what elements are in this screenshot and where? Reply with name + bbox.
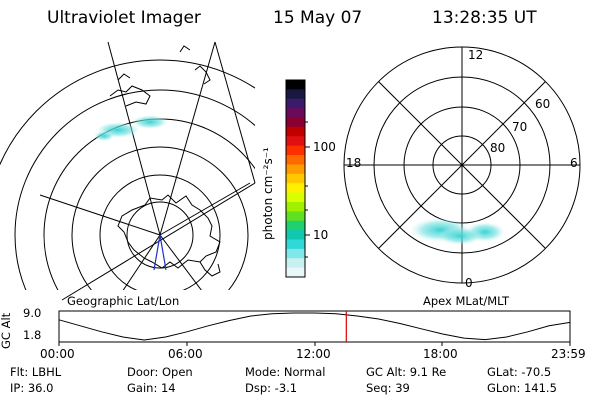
lat-circle: [126, 201, 194, 269]
status-dsp: Dsp: -3.1: [245, 381, 298, 395]
status-ip: IP: 36.0: [10, 381, 54, 395]
coastline: [199, 261, 221, 277]
color-bar-band: [286, 136, 305, 147]
x-tick-label: 06:00: [168, 347, 203, 361]
color-bar-band: [286, 192, 305, 203]
coastline: [194, 65, 211, 85]
x-tick-label: 23:59: [551, 347, 586, 361]
color-bar-band: [286, 155, 305, 166]
colorbar-label: photon cm⁻²s⁻¹: [261, 147, 275, 240]
color-bar-band: [286, 211, 305, 222]
status-gain: Gain: 14: [127, 381, 176, 395]
color-bar-band: [286, 239, 305, 250]
left-aurora: [94, 115, 168, 141]
right-aurora: [410, 218, 505, 245]
status-filter: Flt: LBHL: [10, 365, 62, 379]
mlat-label-80: 80: [490, 141, 506, 155]
x-tick-label: 00:00: [40, 347, 75, 361]
mlt-label-18: 18: [346, 156, 362, 170]
track-line: [159, 234, 167, 271]
meridian: [159, 182, 251, 236]
x-tick-label: 12:00: [296, 347, 331, 361]
aurora-blob: [94, 131, 114, 141]
color-bar-band: [286, 164, 305, 175]
coastline: [109, 85, 151, 107]
color-bar-band: [286, 89, 305, 100]
alt-series-line: [58, 312, 571, 341]
date-label: 15 May 07: [273, 8, 363, 28]
lat-circle: [0, 59, 255, 166]
aurora-blob: [438, 227, 482, 245]
status-seq: Seq: 39: [366, 381, 410, 395]
track-line: [153, 234, 161, 271]
geographic-caption: Geographic Lat/Lon: [67, 294, 180, 308]
color-bar-band: [286, 258, 305, 269]
coastline-antarctica: [117, 194, 221, 269]
color-bar-band: [286, 267, 305, 278]
mlt-line-diag: [378, 81, 546, 249]
status-gc-alt: GC Alt: 9.1 Re: [366, 365, 447, 379]
mlt-label-0: 0: [465, 276, 473, 290]
mlat-label-60: 60: [535, 97, 551, 111]
lat-circle: [14, 89, 255, 290]
color-bar-band: [286, 183, 305, 194]
mlat-label-70: 70: [512, 120, 528, 134]
mlt-label-6: 6: [570, 156, 578, 170]
alt-chart-frame: [58, 310, 571, 343]
geographic-map: [0, 41, 255, 290]
mlt-label-12: 12: [468, 48, 484, 62]
color-bar: [286, 80, 305, 278]
lat-circle: [99, 174, 221, 290]
color-bar-band: [286, 248, 305, 259]
color-bar-band: [286, 220, 305, 231]
color-bar-band: [286, 145, 305, 156]
alt-ytick-9: 9.0: [23, 306, 42, 320]
status-glat: GLat: -70.5: [487, 365, 552, 379]
colorbar-tick-10: 10: [313, 228, 329, 242]
color-bar-band: [286, 173, 305, 184]
color-bar-band: [286, 117, 305, 128]
meridian: [39, 194, 161, 236]
polar-map: [343, 46, 581, 284]
lat-circle: [71, 146, 249, 290]
color-bar-frame: [285, 79, 306, 278]
alt-ylabel: GC Alt: [0, 312, 13, 349]
status-door: Door: Open: [127, 365, 193, 379]
meridian: [159, 41, 216, 236]
status-mode: Mode: Normal: [245, 365, 326, 379]
alt-ytick-1.8: 1.8: [23, 328, 42, 342]
time-label: 13:28:35 UT: [432, 8, 537, 28]
meridian: [107, 41, 161, 236]
color-bar-band: [286, 80, 305, 90]
colorbar-tick-100: 100: [313, 140, 336, 154]
color-bar-band: [286, 108, 305, 119]
view-edge: [214, 41, 256, 184]
coastline: [179, 45, 191, 53]
apex-caption: Apex MLat/MLT: [423, 294, 510, 308]
color-bar-band: [286, 230, 305, 241]
color-bar-band: [286, 126, 305, 137]
status-glon: GLon: 141.5: [487, 381, 557, 395]
instrument-title: Ultraviolet Imager: [47, 8, 201, 28]
coastline: [117, 73, 131, 81]
color-bar-band: [286, 201, 305, 212]
aurora-blob: [132, 115, 168, 129]
color-bar-band: [286, 98, 305, 109]
x-tick-label: 18:00: [423, 347, 458, 361]
